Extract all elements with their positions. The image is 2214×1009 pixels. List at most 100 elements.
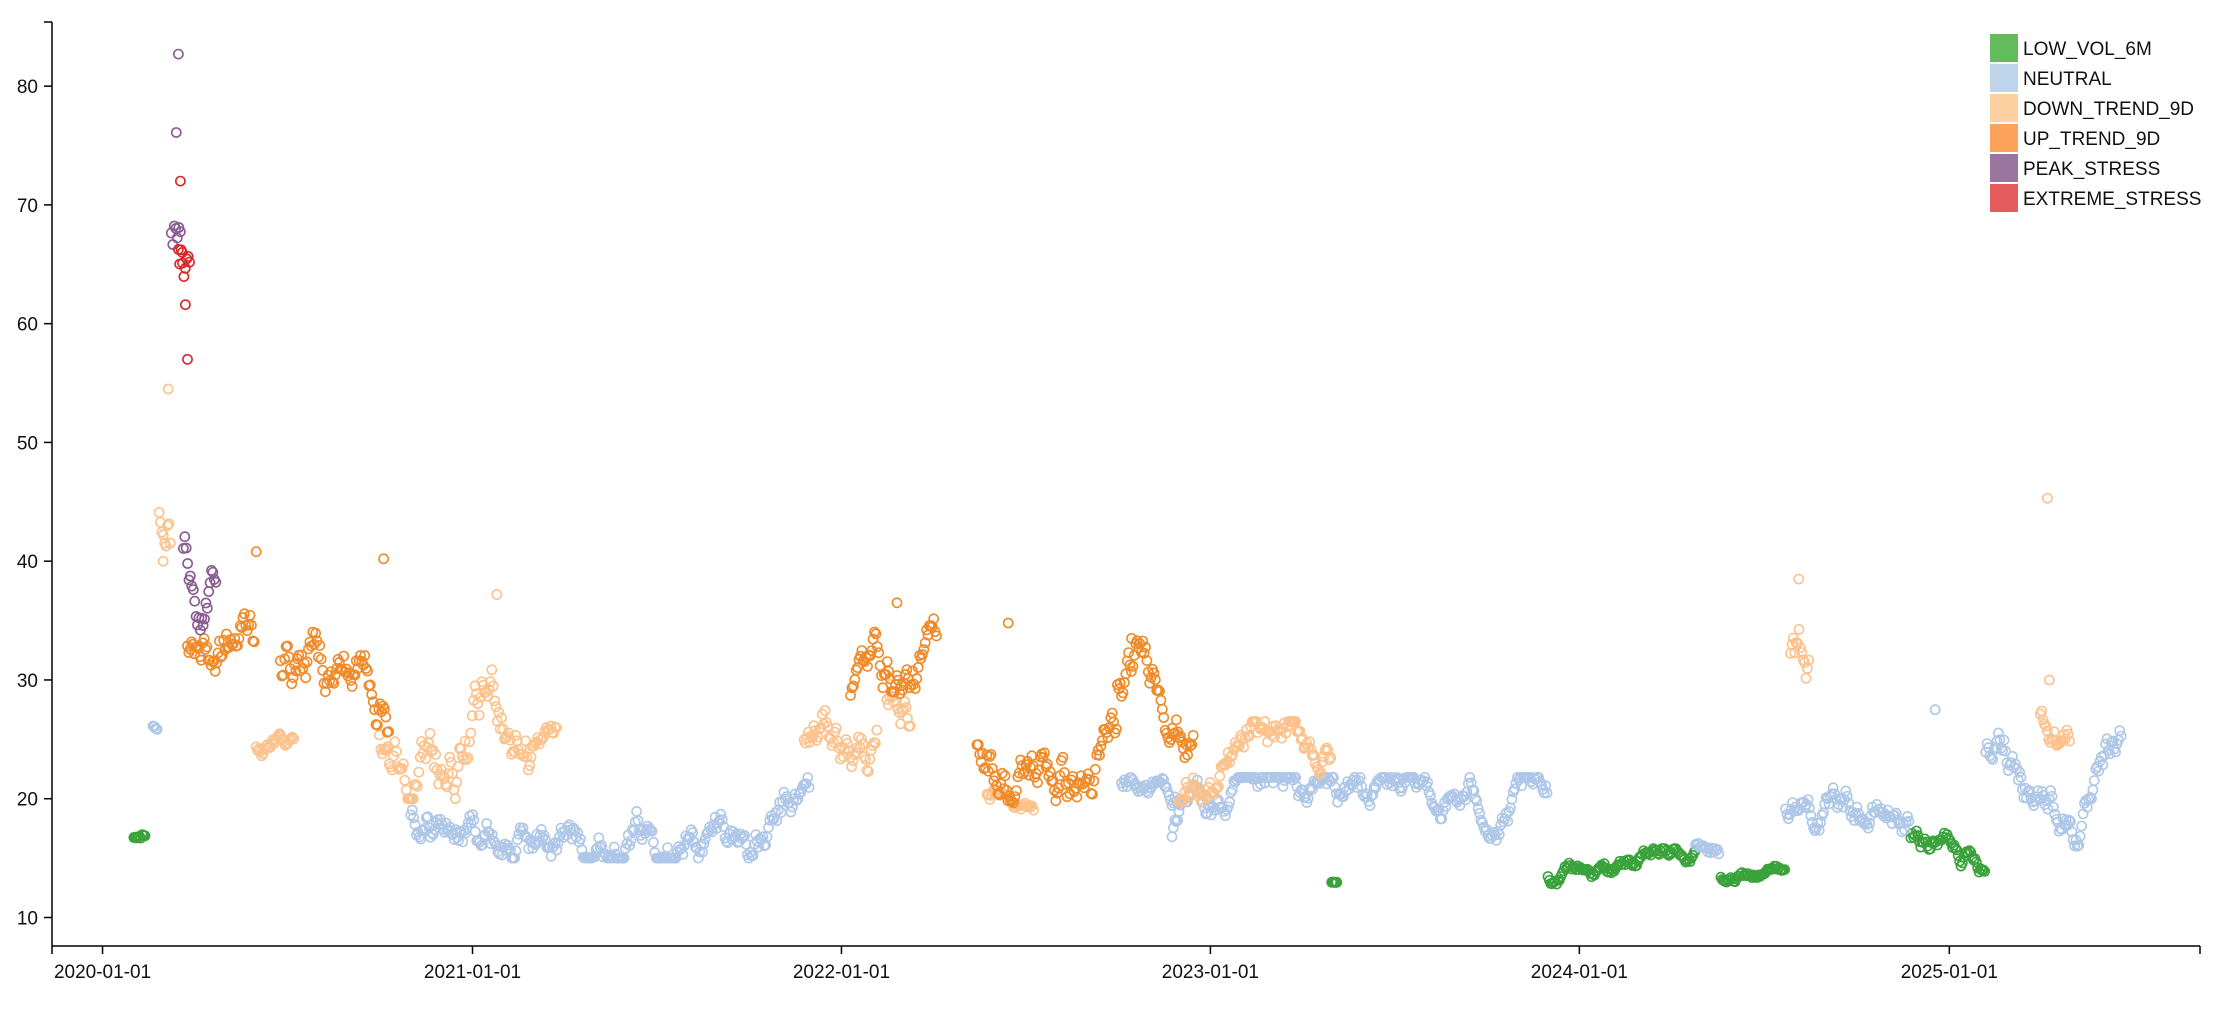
data-point-neutral <box>634 824 645 836</box>
data-point-up-trend-9d <box>909 683 921 694</box>
data-point-up-trend-9d <box>931 630 942 642</box>
data-point-low-vol-6m <box>1726 873 1738 885</box>
data-point-down-trend-9d <box>871 724 883 736</box>
data-point-neutral <box>1862 822 1874 834</box>
data-point-down-trend-9d <box>1290 716 1301 727</box>
data-point-up-trend-9d <box>232 640 243 651</box>
data-point-neutral <box>747 850 759 861</box>
data-point-neutral <box>551 844 563 856</box>
data-point-neutral <box>2115 730 2127 742</box>
data-point-down-trend-9d <box>1323 754 1335 765</box>
y-tick-label: 20 <box>17 790 38 811</box>
data-point-neutral <box>420 812 432 824</box>
data-point-neutral <box>625 835 637 847</box>
data-point-up-trend-9d <box>349 669 361 681</box>
data-point-neutral <box>1804 802 1815 814</box>
data-point-up-trend-9d <box>250 546 262 558</box>
data-point-neutral <box>538 829 550 841</box>
data-point-up-trend-9d <box>1126 633 1137 644</box>
data-point-low-vol-6m <box>1964 845 1975 857</box>
legend-swatch <box>1990 154 2018 182</box>
data-point-peak-stress <box>172 48 184 60</box>
legend-item-up-trend-9d: UP_TREND_9D <box>1990 124 2160 152</box>
y-tick-label: 30 <box>17 671 38 692</box>
data-point-neutral <box>697 846 708 858</box>
data-point-up-trend-9d <box>362 665 373 677</box>
data-point-up-trend-9d <box>897 684 909 696</box>
data-point-neutral <box>1474 807 1485 819</box>
data-point-peak-stress <box>168 220 180 232</box>
data-point-neutral <box>1436 813 1448 825</box>
data-point-down-trend-9d <box>510 730 522 741</box>
data-point-up-trend-9d <box>871 641 883 652</box>
data-point-neutral <box>737 831 749 843</box>
data-point-down-trend-9d <box>548 727 559 739</box>
data-point-neutral <box>1471 795 1483 807</box>
data-point-neutral <box>688 836 700 848</box>
data-point-down-trend-9d <box>441 781 453 793</box>
data-point-down-trend-9d <box>1793 573 1805 585</box>
data-point-neutral <box>1472 803 1484 815</box>
data-point-neutral <box>1506 793 1518 805</box>
data-point-up-trend-9d <box>1137 635 1149 647</box>
data-point-down-trend-9d <box>856 733 867 745</box>
data-point-down-trend-9d <box>861 764 873 776</box>
data-point-down-trend-9d <box>1315 767 1327 778</box>
data-point-extreme-stress <box>174 175 186 187</box>
data-point-up-trend-9d <box>213 635 225 647</box>
data-point-up-trend-9d <box>308 639 320 650</box>
data-point-up-trend-9d <box>1141 655 1153 666</box>
x-tick-label: 2024-01-01 <box>1531 962 1628 983</box>
data-point-up-trend-9d <box>216 650 228 661</box>
data-point-neutral <box>775 807 787 818</box>
data-point-neutral <box>2000 745 2011 757</box>
data-point-down-trend-9d <box>162 383 174 395</box>
legend-label: DOWN_TREND_9D <box>2023 99 2194 120</box>
data-point-low-vol-6m <box>1911 825 1922 837</box>
data-point-up-trend-9d <box>310 627 321 639</box>
data-point-neutral <box>2014 766 2025 778</box>
data-point-up-trend-9d <box>346 681 358 692</box>
data-point-up-trend-9d <box>1123 647 1134 658</box>
data-point-up-trend-9d <box>1023 769 1035 781</box>
data-point-up-trend-9d <box>383 726 394 738</box>
data-point-up-trend-9d <box>980 762 991 774</box>
data-point-up-trend-9d <box>366 689 378 700</box>
data-point-down-trend-9d <box>2043 674 2055 686</box>
data-point-neutral <box>575 833 586 845</box>
data-point-down-trend-9d <box>1321 742 1332 754</box>
data-point-low-vol-6m <box>1779 864 1790 875</box>
data-point-down-trend-9d <box>1213 781 1224 792</box>
data-point-up-trend-9d <box>1013 767 1025 779</box>
data-point-up-trend-9d <box>852 662 863 673</box>
data-point-down-trend-9d <box>1259 716 1271 727</box>
data-point-neutral <box>1352 782 1363 793</box>
data-point-neutral <box>552 837 564 848</box>
data-point-peak-stress <box>203 586 215 597</box>
data-point-down-trend-9d <box>1325 752 1337 763</box>
data-point-neutral <box>530 839 542 850</box>
data-point-down-trend-9d <box>830 722 842 734</box>
x-tick-label: 2020-01-01 <box>54 962 151 983</box>
data-point-down-trend-9d <box>2040 720 2052 732</box>
data-point-neutral <box>772 804 784 816</box>
data-point-neutral <box>2110 746 2121 758</box>
data-point-neutral <box>1819 798 1831 810</box>
data-point-up-trend-9d <box>245 619 257 631</box>
data-point-up-trend-9d <box>1179 752 1191 764</box>
data-point-neutral <box>728 826 739 837</box>
data-point-neutral <box>803 782 815 793</box>
data-point-neutral <box>562 821 574 833</box>
legend-item-down-trend-9d: DOWN_TREND_9D <box>1990 94 2194 122</box>
data-point-up-trend-9d <box>870 628 882 640</box>
data-point-down-trend-9d <box>288 733 299 745</box>
data-point-down-trend-9d <box>381 743 392 754</box>
data-point-neutral <box>509 852 520 864</box>
data-point-neutral <box>1541 787 1553 799</box>
data-point-extreme-stress <box>179 299 191 311</box>
data-point-up-trend-9d <box>1158 712 1170 723</box>
data-point-low-vol-6m <box>1943 832 1954 844</box>
data-point-up-trend-9d <box>877 682 889 694</box>
data-point-down-trend-9d <box>2036 705 2048 717</box>
data-point-down-trend-9d <box>1224 757 1235 768</box>
